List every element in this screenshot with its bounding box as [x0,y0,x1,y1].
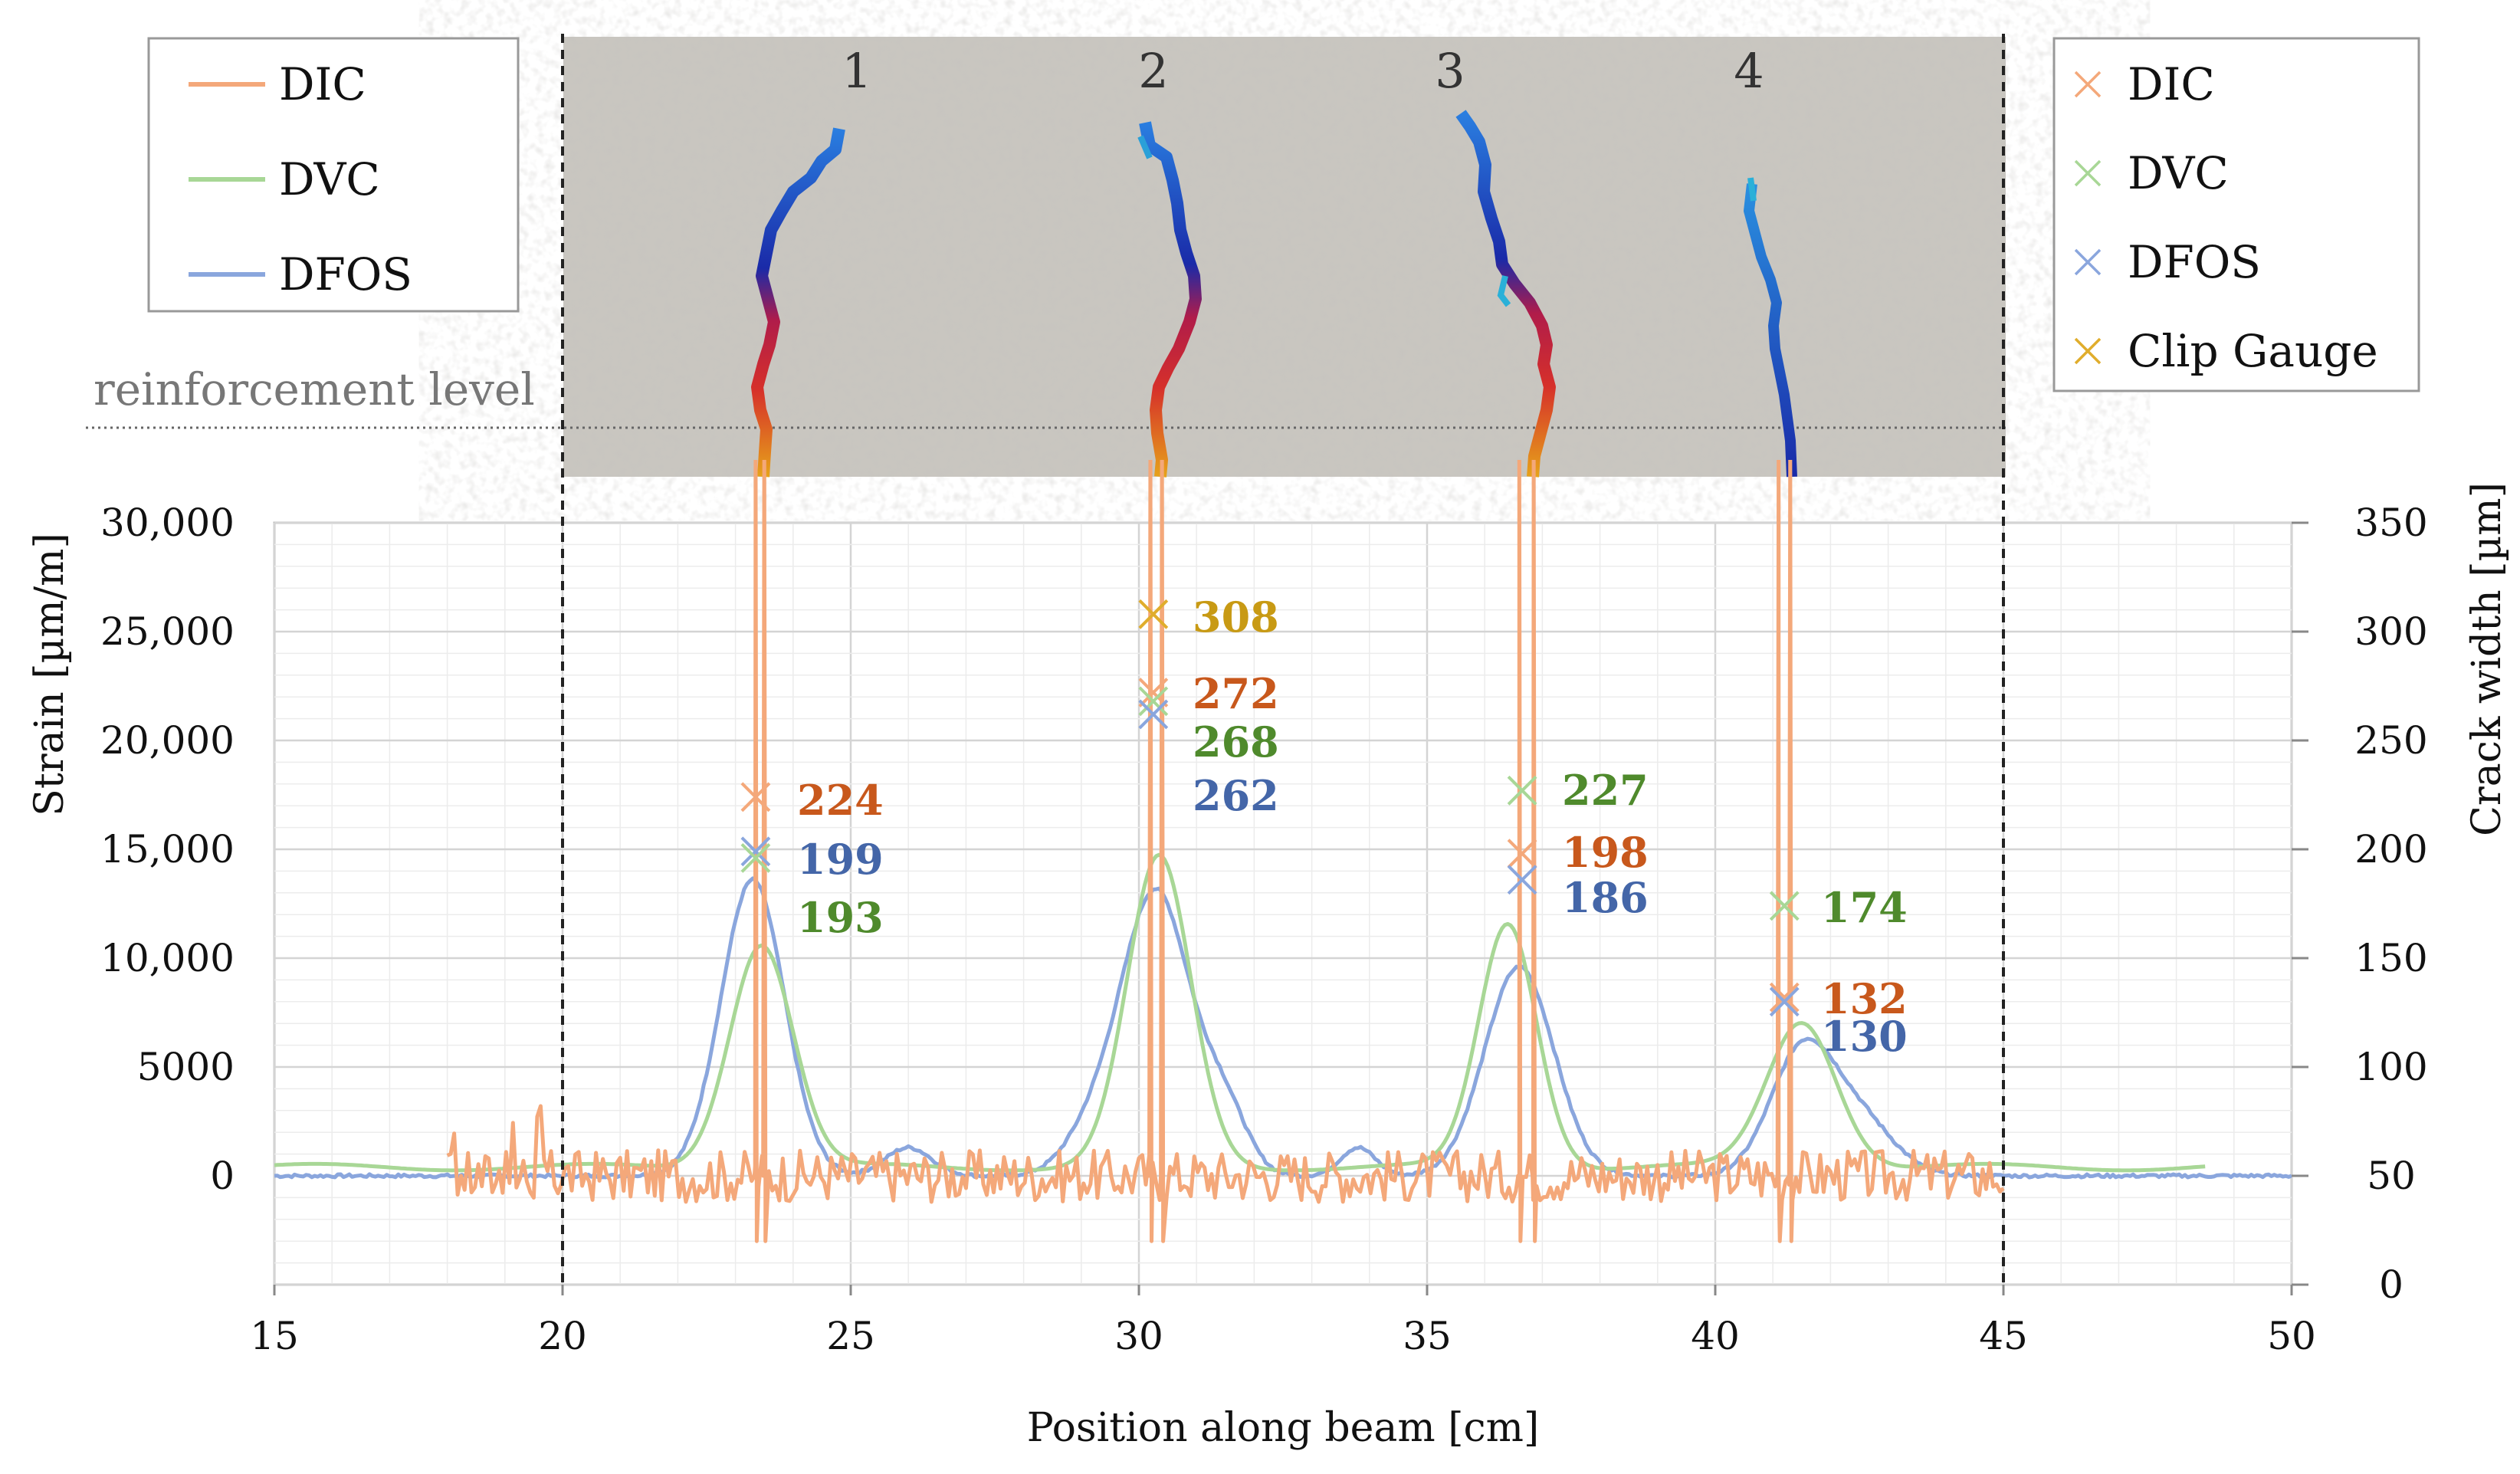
marker-dic [740,782,771,813]
marker-label-dic: 272 [1193,669,1279,718]
marker-label-dfos: 186 [1562,873,1649,922]
y-tick-label: 10,000 [100,936,235,980]
marker-dic [1769,982,1800,1013]
legend-marker-clip-gauge [2074,337,2102,365]
marker-label-dic: 132 [1821,974,1908,1023]
y2-tick-label: 350 [2354,501,2427,545]
marker-dvc [740,842,771,873]
y2-tick-label: 250 [2354,718,2427,763]
marker-clipgauge [1138,599,1169,629]
series-line-dic [446,460,2005,1243]
x-tick-label: 20 [538,1314,587,1358]
crack-1 [751,127,845,478]
marker-legend: DIC DVC DFOS Clip Gauge [2052,37,2420,392]
marker-label-dfos: 130 [1821,1012,1908,1061]
y2-tick-label: 50 [2367,1154,2416,1198]
y-tick-label: 5000 [137,1045,235,1089]
y-tick-label: 25,000 [100,609,235,654]
marker-label-dvc: 227 [1562,766,1649,815]
beam-photo: 1 2 3 4 [86,37,2006,478]
legend-marker-dic [2074,71,2102,98]
y2-tick-label: 0 [2379,1262,2404,1307]
y-axis-label: Strain [µm/m] [27,533,73,816]
crack-label-2: 2 [1138,43,1168,99]
y-tick-label: 15,000 [100,827,235,872]
crack-label-1: 1 [842,43,871,99]
x-tick-label: 50 [2267,1314,2316,1358]
crack-label-4: 4 [1734,43,1764,99]
marker-dvc [1507,775,1537,806]
legend-label-dfos: DFOS [279,248,412,300]
y2-tick-label: 300 [2354,609,2427,654]
y-tick-label: 30,000 [100,501,235,545]
x-tick-label: 35 [1403,1314,1452,1358]
x-tick-label: 45 [1979,1314,2028,1358]
line-legend: DIC DVC DFOS [147,37,520,313]
legend-label-dic: DIC [279,58,366,110]
crack-2 [1137,121,1202,478]
x-tick-label: 30 [1114,1314,1163,1358]
crack-label-3: 3 [1435,43,1465,99]
legend-marker-label-clip-gauge: Clip Gauge [2128,325,2378,377]
marker-label-dic: 224 [797,776,884,825]
legend-label-dvc: DVC [279,153,380,205]
marker-label-dvc: 193 [797,893,884,942]
marker-dfos [1138,699,1169,730]
marker-label-clipgauge: 308 [1193,593,1279,642]
marker-dfos [1769,986,1800,1017]
marker-dic [1507,839,1537,869]
legend-marker-dfos [2074,248,2102,276]
reinforcement-level-label: reinforcement level [94,363,535,415]
legend-marker-label-dfos: DFOS [2128,236,2261,288]
y2-tick-label: 100 [2354,1045,2427,1089]
legend-marker-label-dic: DIC [2128,58,2215,110]
legend-marker-label-dvc: DVC [2128,147,2229,199]
marker-label-dvc: 174 [1821,883,1908,932]
legend-marker-dvc [2074,159,2102,187]
marker-dvc [1769,891,1800,921]
y2-tick-label: 200 [2354,827,2427,872]
y2-axis-label: Crack width [µm] [2464,482,2510,836]
marker-label-dvc: 268 [1193,717,1279,767]
marker-dic [1138,678,1169,707]
x-tick-label: 15 [250,1314,299,1358]
marker-label-dfos: 262 [1193,771,1279,820]
marker-dfos [740,836,771,867]
crack-4 [1744,177,1797,478]
y-tick-label: 20,000 [100,718,235,763]
x-axis-label: Position along beam [cm] [1027,1405,1540,1451]
marker-dvc [1138,686,1169,717]
marker-dfos [1507,865,1537,895]
marker-label-dfos: 199 [797,835,884,884]
x-tick-label: 40 [1691,1314,1740,1358]
y2-tick-label: 150 [2354,936,2427,980]
y-tick-label: 0 [210,1154,235,1198]
crack-3 [1455,110,1556,478]
x-tick-label: 25 [826,1314,875,1358]
marker-label-dic: 198 [1562,828,1649,877]
